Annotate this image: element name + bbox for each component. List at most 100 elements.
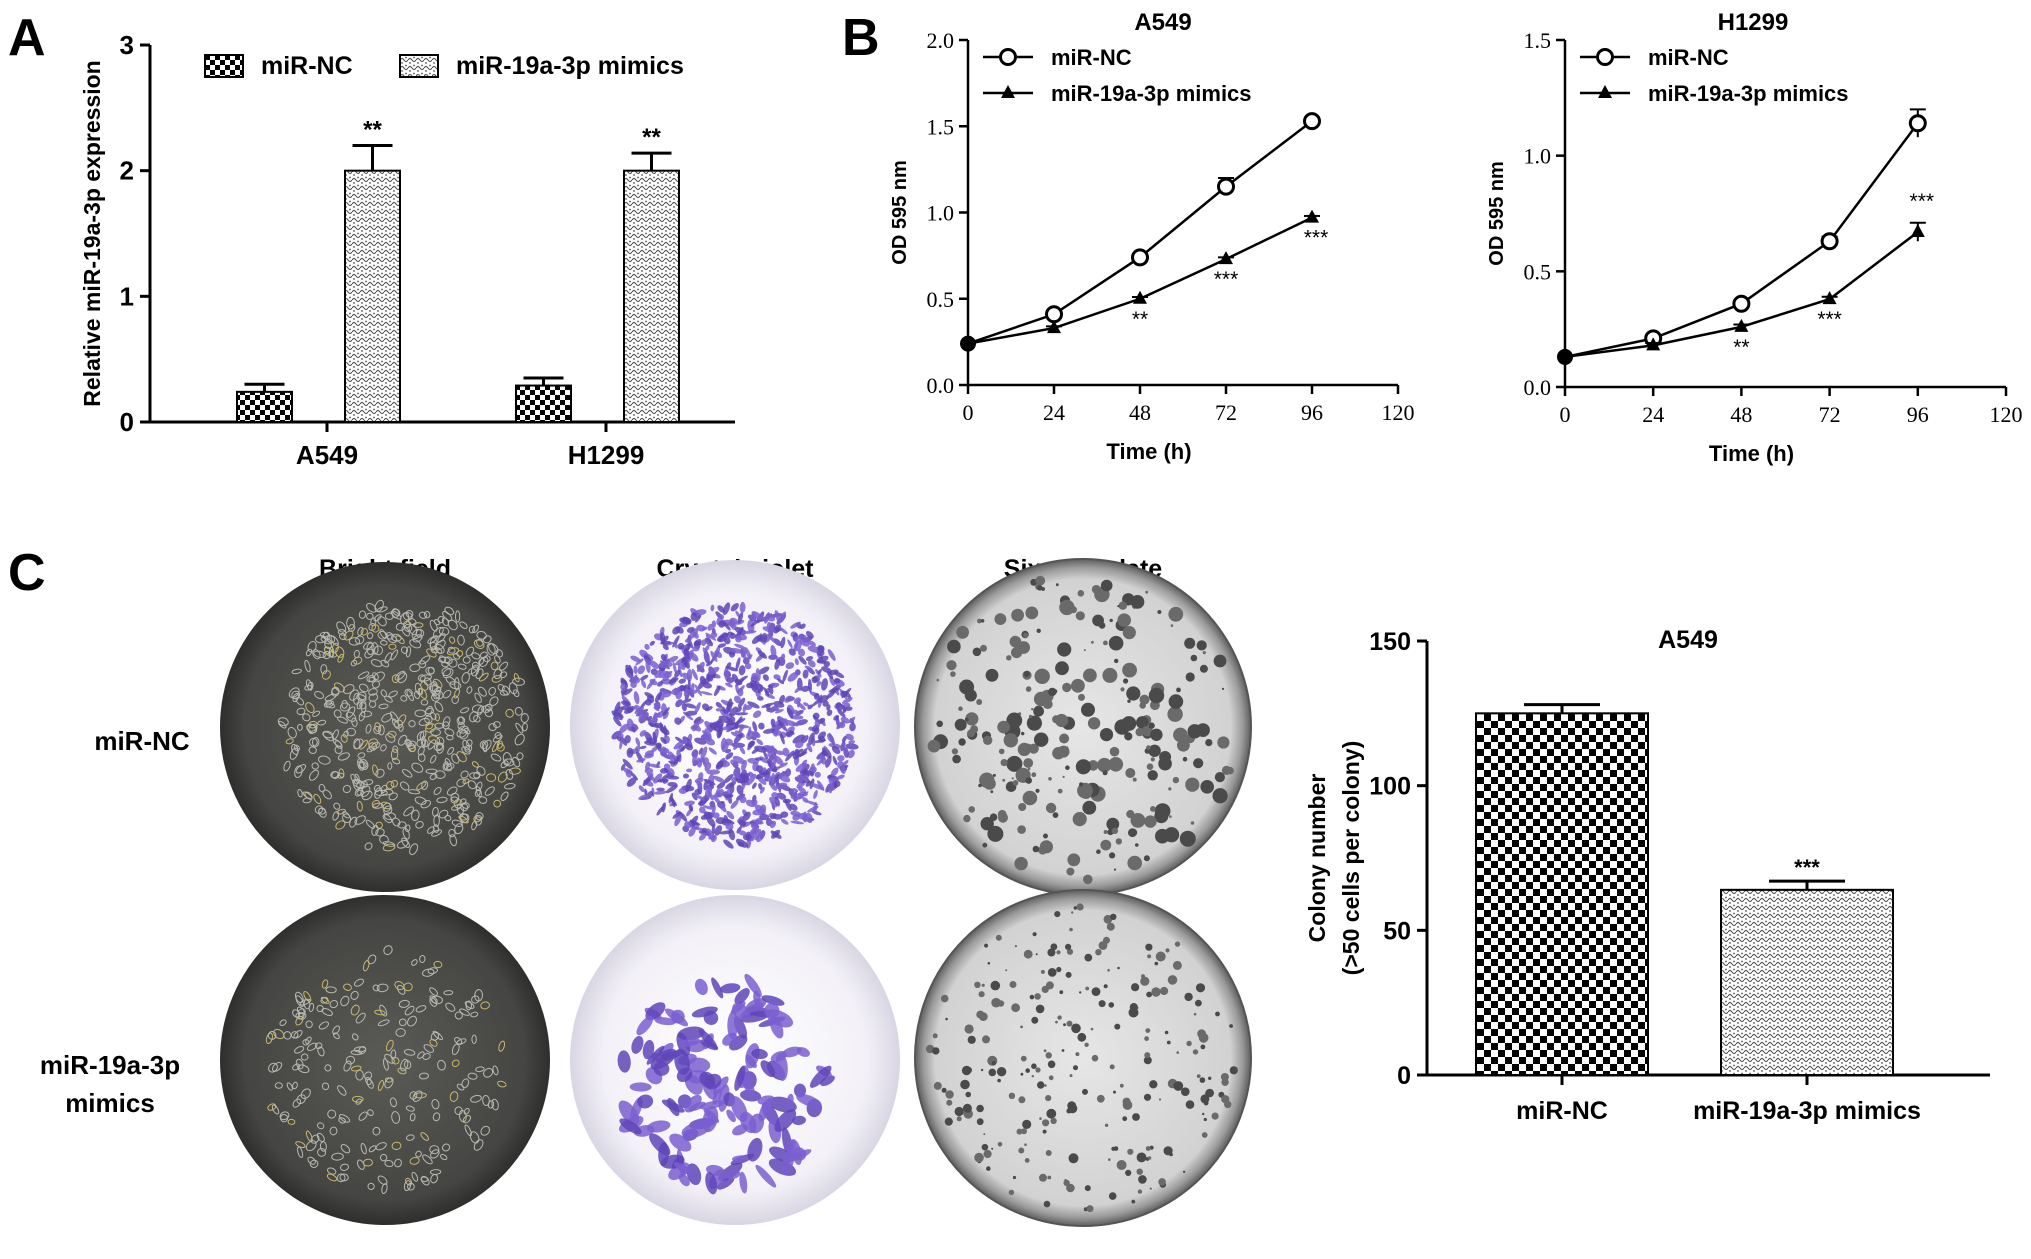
colony xyxy=(1193,1012,1197,1016)
stained-cell xyxy=(684,800,695,806)
cell-outline xyxy=(371,624,380,633)
stained-cell xyxy=(620,763,626,771)
row-label-mir-nc: miR-NC xyxy=(94,726,190,756)
colony xyxy=(976,699,983,705)
stained-cell xyxy=(726,787,733,796)
stained-cell xyxy=(649,640,655,646)
stained-cell xyxy=(805,780,812,787)
cell-outline xyxy=(300,1053,309,1061)
stained-cell xyxy=(684,703,697,709)
cell-outline xyxy=(374,789,388,797)
cell-outline xyxy=(337,752,350,761)
colony xyxy=(947,639,961,654)
stained-cell xyxy=(661,635,669,643)
colony xyxy=(988,1068,997,1077)
cell-outline xyxy=(336,621,347,633)
stained-cell xyxy=(708,666,720,676)
colony xyxy=(1059,990,1064,995)
stained-cell xyxy=(796,1093,822,1108)
cell-outline xyxy=(405,1134,415,1141)
cell-outline xyxy=(377,616,387,627)
y-tick-label-100: 100 xyxy=(1369,773,1411,801)
cell-outline xyxy=(488,723,497,732)
stained-cell xyxy=(840,704,847,712)
cell-outline xyxy=(354,815,366,825)
colony xyxy=(1064,1178,1067,1182)
stained-cell xyxy=(770,718,776,728)
colony xyxy=(1214,772,1225,783)
cell-outline xyxy=(429,987,438,996)
cell-outline xyxy=(295,1016,304,1026)
stained-cell xyxy=(837,755,845,762)
stained-cell xyxy=(776,792,787,800)
colony xyxy=(974,1152,984,1163)
colony xyxy=(1128,828,1137,838)
x-tick-label-0: 0 xyxy=(963,400,974,425)
stained-cell xyxy=(717,643,727,648)
stained-cell xyxy=(694,702,701,714)
stained-cell xyxy=(684,821,693,829)
cell-outline xyxy=(314,690,325,700)
colony xyxy=(1168,606,1184,622)
stained-cell xyxy=(694,609,707,616)
cell-outline xyxy=(498,1040,506,1052)
colony xyxy=(1025,606,1039,620)
cell-outline xyxy=(368,693,379,702)
stained-cell xyxy=(723,793,734,799)
colony xyxy=(1140,976,1150,986)
cell-outline xyxy=(405,1105,415,1112)
cell-outline xyxy=(360,710,373,718)
cell-outline xyxy=(498,661,509,671)
stained-cell xyxy=(761,995,785,1006)
cell-outline xyxy=(394,980,405,991)
cell-outline xyxy=(398,1018,407,1027)
stained-cell xyxy=(778,774,791,783)
stained-cell xyxy=(759,813,770,821)
colony xyxy=(1130,595,1145,609)
cell-outline xyxy=(303,999,311,1010)
colony xyxy=(1085,986,1090,991)
cell-outline xyxy=(357,671,370,680)
cell-outline xyxy=(342,811,351,819)
colony xyxy=(1082,1088,1088,1095)
stained-cell xyxy=(673,641,678,649)
stained-cell xyxy=(725,682,733,688)
colony xyxy=(1125,1169,1132,1176)
colony xyxy=(1056,950,1061,955)
cell-outline xyxy=(461,746,471,755)
stained-cell xyxy=(697,757,705,764)
stained-cell xyxy=(738,819,746,827)
stained-cell xyxy=(744,704,753,711)
cell-outline xyxy=(420,681,429,691)
stained-cell xyxy=(720,983,741,994)
cell-outline xyxy=(423,1044,435,1053)
colony xyxy=(1075,1052,1080,1057)
cell-outline xyxy=(514,733,525,746)
colony xyxy=(1154,803,1171,819)
cell-outline xyxy=(340,1144,351,1154)
colony xyxy=(1048,1075,1054,1081)
colony xyxy=(1203,1117,1207,1122)
colony xyxy=(1122,1116,1128,1122)
cell-outline xyxy=(374,645,383,656)
stained-cell xyxy=(662,711,669,720)
colony xyxy=(1097,757,1112,773)
well-background xyxy=(914,889,1252,1227)
stained-cell xyxy=(840,690,848,698)
stained-cell xyxy=(646,772,656,782)
cell-outline xyxy=(352,778,365,789)
colony xyxy=(1221,1095,1230,1104)
colony xyxy=(936,678,940,682)
six-well-plate-image-mimics xyxy=(914,889,1252,1227)
cell-outline xyxy=(443,990,454,996)
stained-cell xyxy=(847,749,855,759)
colony xyxy=(1061,1049,1065,1052)
stained-cell xyxy=(705,1172,718,1195)
stained-cell xyxy=(677,1038,701,1048)
cell-outline xyxy=(454,823,464,835)
colony xyxy=(1199,1077,1206,1083)
stained-cell xyxy=(724,667,730,681)
stained-cell xyxy=(842,697,853,704)
stained-cell xyxy=(776,678,785,685)
stained-cell xyxy=(725,1169,741,1180)
